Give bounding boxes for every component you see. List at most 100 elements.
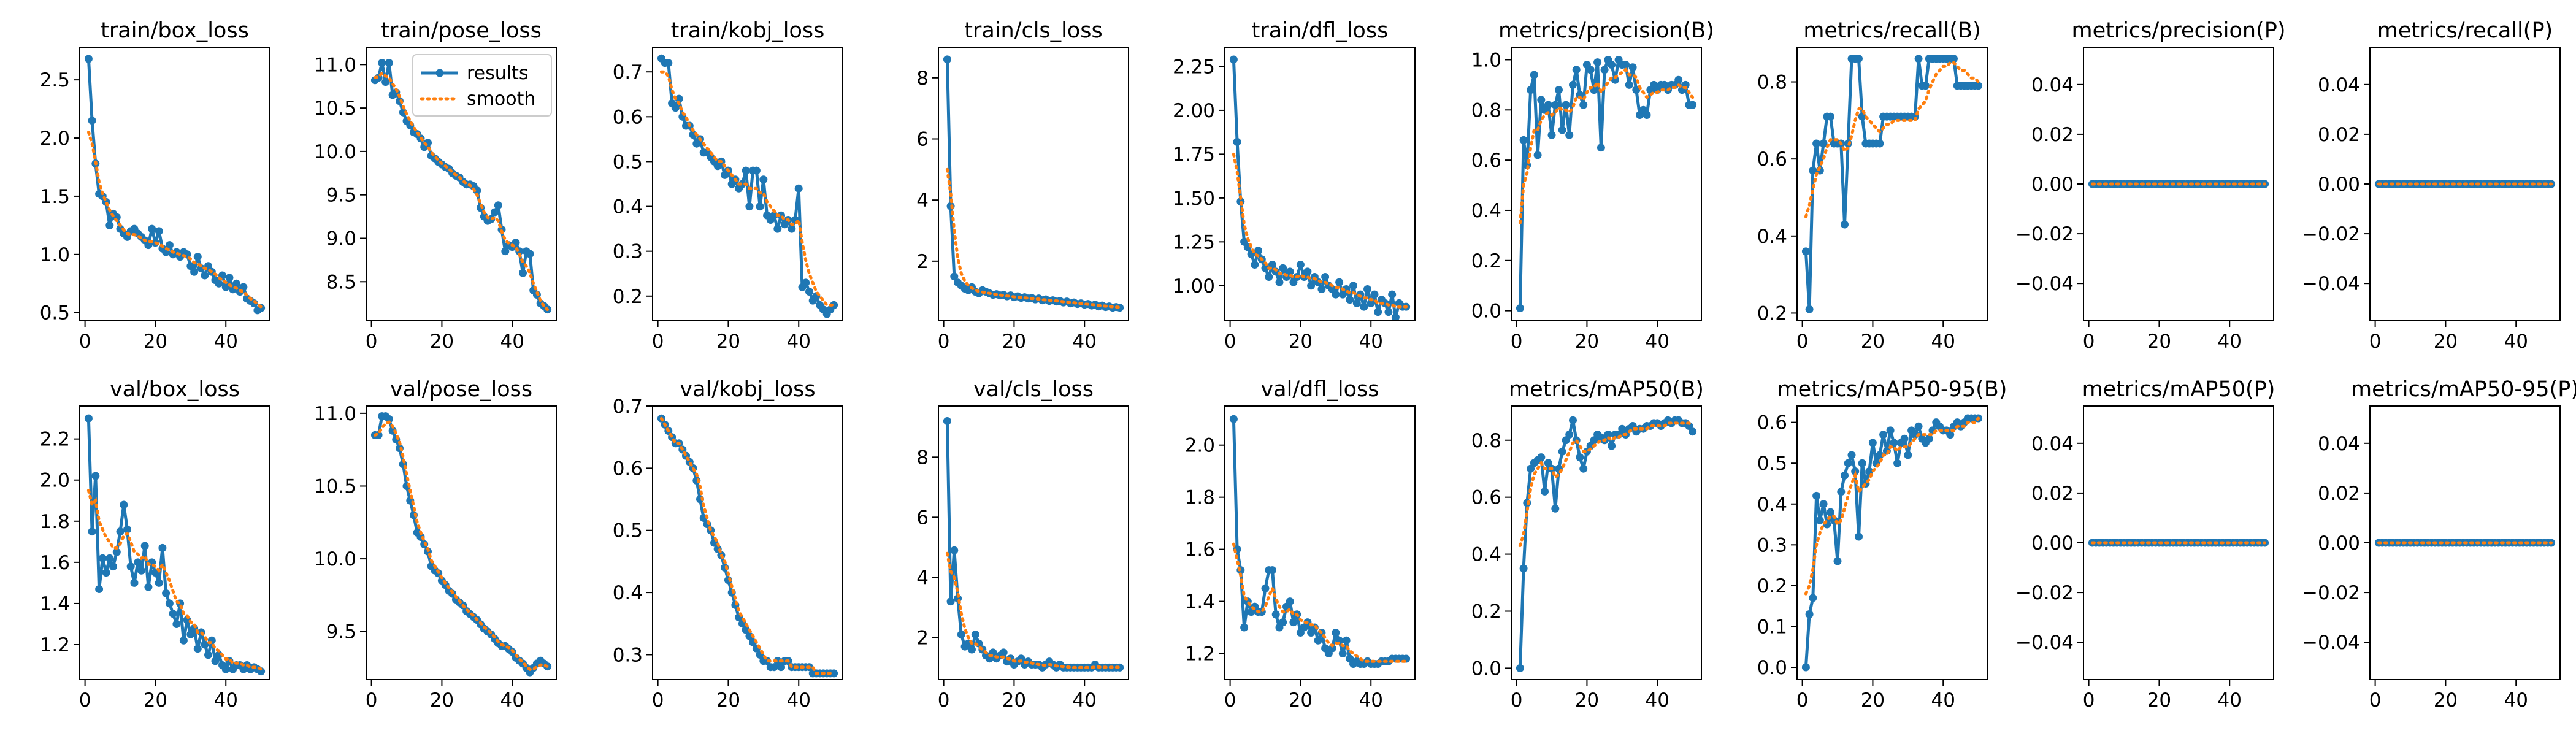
- results-point: [946, 597, 955, 606]
- subplot-title: metrics/mAP50(B): [1509, 377, 1704, 402]
- results-point: [1841, 471, 1849, 480]
- y-tick-label: 0.6: [1757, 148, 1787, 171]
- results-point: [802, 278, 810, 287]
- results-point: [1335, 278, 1344, 286]
- y-tick-label: 6: [916, 507, 929, 529]
- y-tick-label: 2.0: [40, 128, 70, 150]
- smooth-line: [1804, 416, 1980, 596]
- y-tick-label: 0.4: [613, 582, 643, 604]
- smooth-line: [373, 71, 550, 312]
- results-point: [1805, 305, 1814, 313]
- y-tick-label: 1.8: [1185, 487, 1215, 509]
- y-tick-label: 2.5: [40, 69, 70, 91]
- results-point: [742, 626, 750, 634]
- x-tick-label: 0: [79, 689, 91, 711]
- results-point: [1579, 464, 1588, 473]
- results-point: [116, 527, 125, 536]
- results-point: [1565, 431, 1574, 439]
- results-point: [1233, 137, 1241, 146]
- results-point: [1586, 66, 1595, 74]
- y-tick-label: 10.5: [314, 98, 356, 120]
- smooth-line: [1232, 152, 1408, 309]
- results-point: [126, 562, 135, 571]
- results-point: [1827, 112, 1834, 121]
- results-point: [1900, 434, 1909, 443]
- results-point: [1268, 566, 1276, 575]
- results-point: [162, 589, 171, 597]
- plot-frame: [79, 405, 270, 680]
- results-point: [134, 558, 142, 567]
- y-tick-label: 10.0: [314, 548, 356, 570]
- results-point: [1391, 313, 1400, 321]
- results-point: [1597, 144, 1605, 152]
- results-point: [1569, 416, 1577, 424]
- subplot-metrics-map50-b: metrics/mAP50(B) 0 20 40 0.0 0.2 0.4 0.6 0.8: [1471, 377, 1704, 711]
- subplot-val-kobj-loss: val/kobj_loss 0 20 40 0.3 0.4 0.5 0.6 0.7: [613, 377, 843, 711]
- results-point: [1558, 447, 1566, 456]
- results-point: [1332, 629, 1340, 637]
- results-point: [1819, 500, 1828, 508]
- y-tick-label: 0.2: [613, 286, 643, 308]
- y-tick-label: 0.8: [1471, 430, 1501, 452]
- y-tick-label: 2: [916, 627, 929, 649]
- results-point: [1837, 488, 1846, 496]
- x-tick-label: 40: [2504, 689, 2528, 711]
- y-tick-label: −0.02: [2302, 223, 2360, 245]
- results-point: [172, 620, 181, 628]
- plot-frame: [1511, 47, 1702, 321]
- x-tick-label: 20: [1575, 331, 1599, 353]
- y-tick-label: 6: [916, 128, 929, 150]
- subplot-title: metrics/mAP50-95(P): [2351, 377, 2576, 402]
- results-point: [491, 208, 499, 217]
- subplot-metrics-recall-b: metrics/recall(B) 0 20 40 0.2 0.4 0.6 0.8: [1757, 18, 1988, 353]
- results-point: [201, 271, 209, 280]
- results-point: [1604, 431, 1612, 439]
- x-tick-label: 20: [1575, 689, 1599, 711]
- x-tick-label: 20: [430, 689, 454, 711]
- y-tick-label: 1.75: [1173, 144, 1215, 166]
- y-tick-label: 0.04: [2318, 74, 2360, 96]
- results-point: [1801, 247, 1810, 256]
- y-tick-label: 0.7: [613, 61, 643, 83]
- y-tick-label: −0.04: [2302, 273, 2360, 295]
- results-point: [1338, 650, 1347, 657]
- y-tick-label: −0.02: [2015, 223, 2074, 245]
- results-point: [770, 663, 778, 672]
- smooth-line: [1518, 421, 1695, 548]
- results-point: [1812, 139, 1821, 148]
- results-point: [1855, 532, 1863, 541]
- results-point: [1271, 610, 1280, 619]
- results-point: [169, 610, 177, 618]
- results-point: [1876, 451, 1884, 459]
- results-point: [1819, 139, 1828, 148]
- y-tick-label: 0.1: [1757, 616, 1787, 638]
- results-point: [1625, 80, 1633, 89]
- smooth-line: [945, 551, 1122, 669]
- x-tick-label: 40: [2218, 689, 2242, 711]
- results-point: [186, 630, 195, 638]
- results-point: [501, 247, 510, 256]
- plot-frame: [1224, 405, 1416, 680]
- results-point: [1689, 427, 1697, 436]
- y-tick-label: −0.04: [2015, 632, 2074, 654]
- x-tick-label: 20: [1289, 331, 1313, 353]
- results-point: [671, 104, 680, 112]
- results-point: [221, 283, 230, 291]
- results-point: [1886, 426, 1895, 435]
- legend-smooth-label: smooth: [467, 88, 535, 110]
- x-tick-label: 0: [1224, 689, 1236, 711]
- results-point: [1541, 487, 1549, 496]
- results-line: [660, 57, 835, 316]
- results-point: [239, 283, 248, 291]
- results-point: [1551, 504, 1560, 513]
- y-tick-label: 0.04: [2031, 74, 2074, 96]
- results-point: [1946, 431, 1955, 439]
- y-tick-label: 1.2: [1185, 643, 1215, 665]
- results-point: [98, 554, 107, 562]
- results-point: [1307, 282, 1316, 290]
- plot-frame: [2369, 47, 2561, 321]
- results-point: [215, 279, 223, 288]
- results-point: [105, 221, 114, 229]
- x-tick-label: 40: [1359, 331, 1383, 353]
- results-point: [155, 227, 163, 236]
